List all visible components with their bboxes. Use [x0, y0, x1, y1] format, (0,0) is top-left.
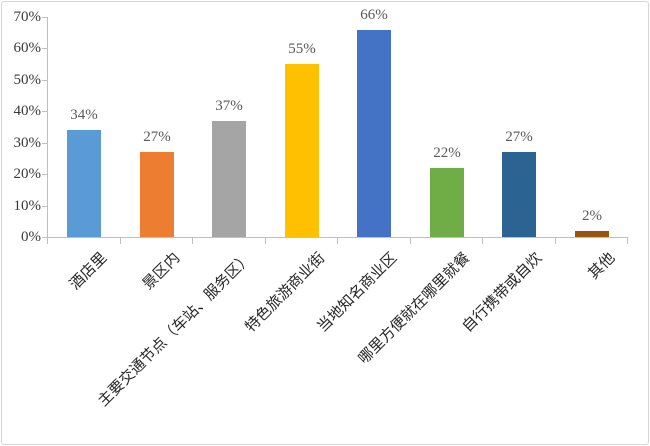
y-axis-tick-label: 30% — [13, 135, 42, 151]
y-axis-tick — [42, 143, 47, 144]
y-axis-tick-label: 60% — [13, 40, 42, 56]
bar-value-label: 27% — [143, 129, 171, 145]
x-axis-tick — [120, 238, 121, 244]
x-axis-tick — [47, 238, 48, 244]
x-axis-tick — [627, 238, 628, 244]
x-axis-tick — [192, 238, 193, 244]
bar-2 — [140, 152, 174, 237]
x-axis-tick — [555, 238, 556, 244]
bar-7 — [502, 152, 536, 237]
y-axis-tick — [42, 111, 47, 112]
bar-3 — [212, 121, 246, 237]
x-axis-tick — [482, 238, 483, 244]
bar-1 — [67, 130, 101, 237]
y-axis-tick-label: 40% — [13, 103, 42, 119]
x-axis-category-label: 景区内 — [140, 250, 184, 294]
bar-value-label: 34% — [70, 107, 98, 123]
bar-value-label: 2% — [582, 208, 602, 224]
y-axis-tick-label: 50% — [13, 72, 42, 88]
y-axis-tick — [42, 80, 47, 81]
y-axis-tick — [42, 237, 47, 238]
bar-value-label: 22% — [433, 145, 461, 161]
bar-6 — [430, 168, 464, 237]
y-axis-tick-label: 20% — [13, 166, 42, 182]
x-axis-category-label: 自行携带或自炊 — [459, 250, 546, 336]
y-axis-line — [47, 17, 48, 237]
x-axis-line — [47, 237, 628, 238]
bar-value-label: 55% — [288, 41, 316, 57]
bar-value-label: 37% — [215, 98, 243, 114]
y-axis-tick — [42, 174, 47, 175]
x-axis-tick — [410, 238, 411, 244]
y-axis-tick-label: 10% — [13, 198, 42, 214]
bar-value-label: 27% — [505, 129, 533, 145]
y-axis-tick — [42, 17, 47, 18]
x-axis-category-label: 酒店里 — [67, 250, 111, 294]
y-axis-tick — [42, 206, 47, 207]
bar-4 — [285, 64, 319, 237]
y-axis-tick-label: 70% — [13, 9, 42, 25]
x-axis-tick — [337, 238, 338, 244]
x-axis-category-label: 主要交通节点（车站、服务区） — [95, 250, 256, 410]
bar-5 — [357, 30, 391, 237]
x-axis-tick — [265, 238, 266, 244]
x-axis-category-label: 其他 — [585, 250, 619, 283]
bar-value-label: 66% — [360, 7, 388, 23]
y-axis-tick-label: 0% — [21, 229, 41, 245]
bar-8 — [575, 231, 609, 237]
y-axis-tick — [42, 48, 47, 49]
